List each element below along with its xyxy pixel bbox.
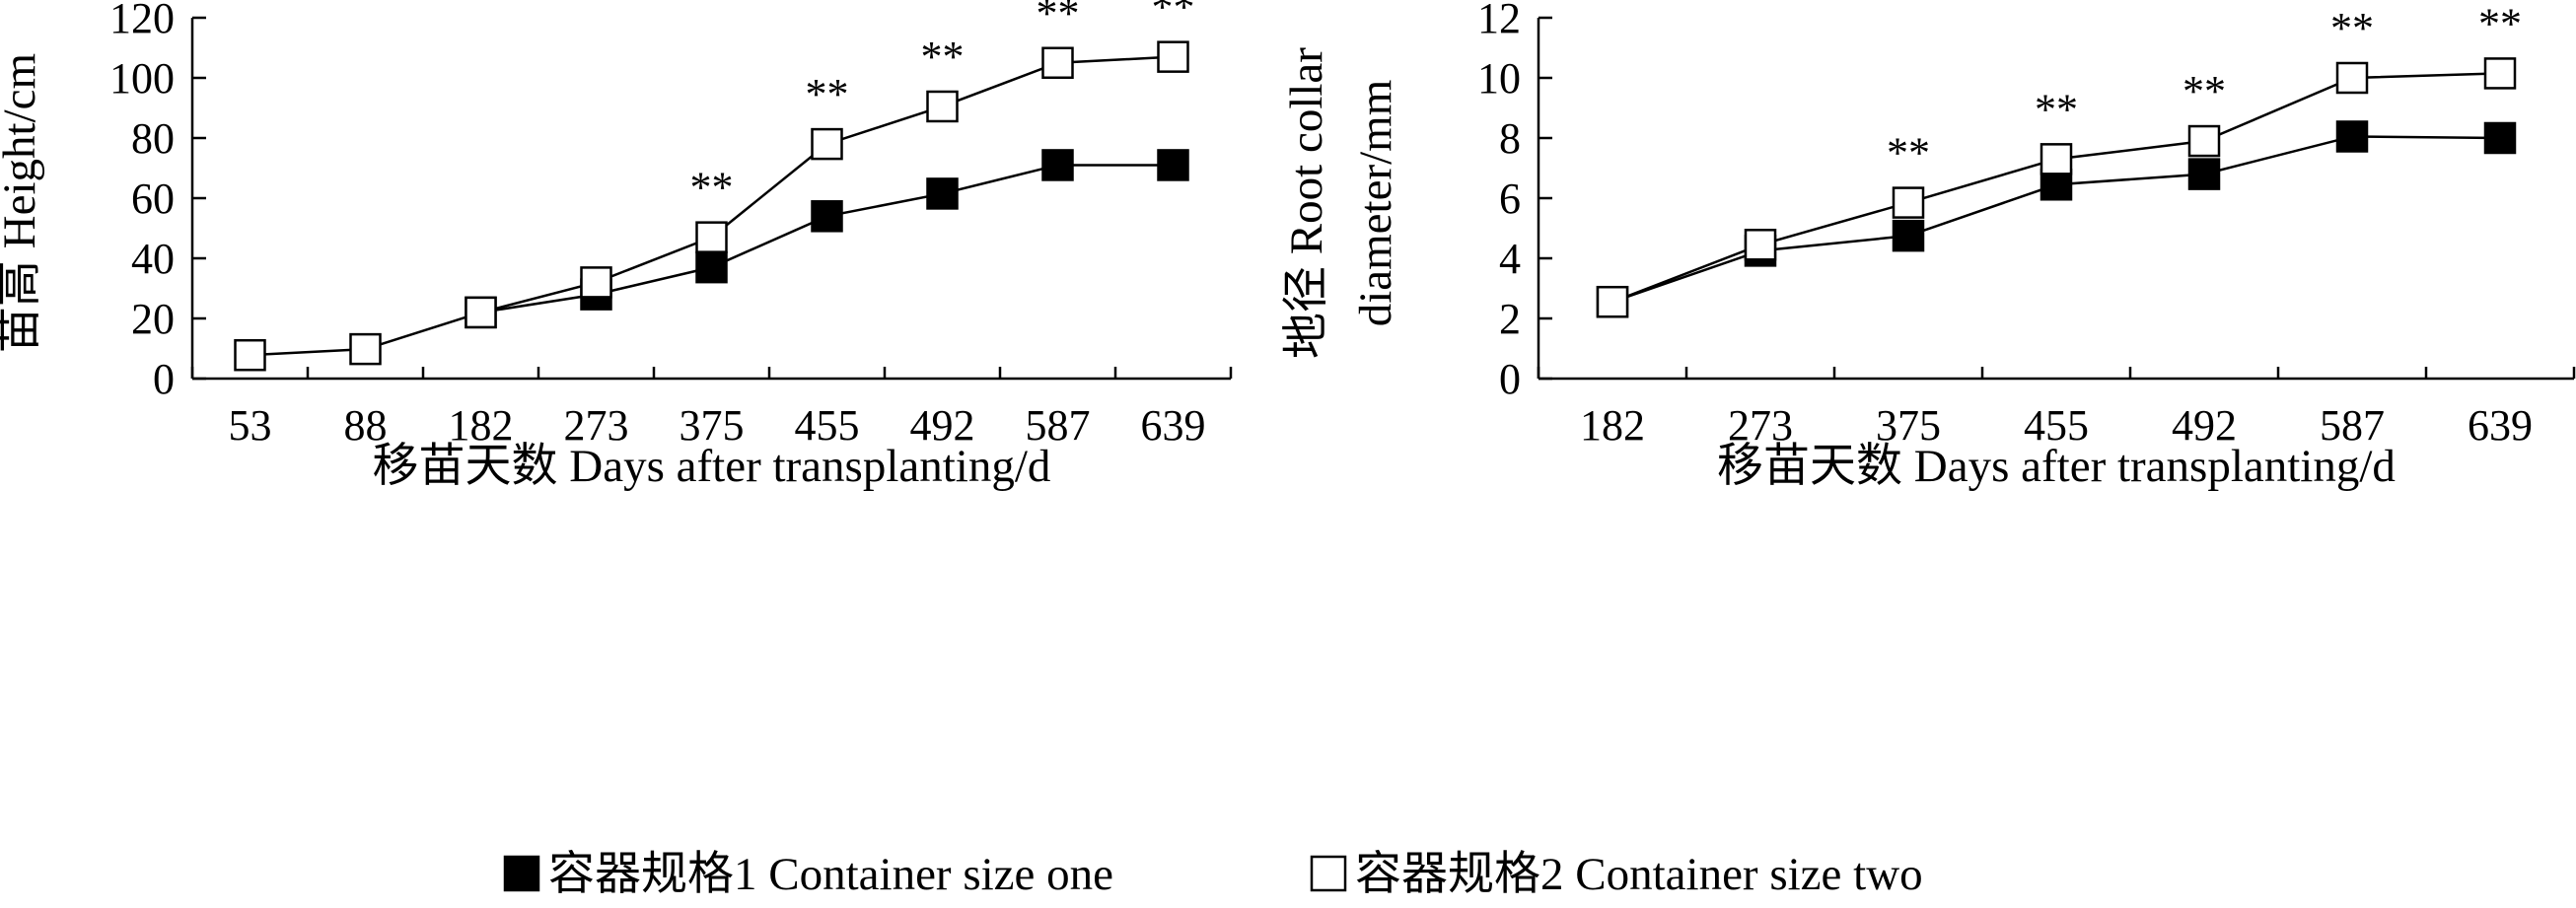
legend-label: 容器规格2 Container size two bbox=[1355, 849, 1923, 900]
data-point-size-two bbox=[1041, 46, 1074, 79]
x-tick-label: 375 bbox=[1876, 401, 1941, 450]
x-tick-label: 639 bbox=[2468, 401, 2533, 450]
x-tick-label: 587 bbox=[2320, 401, 2385, 450]
significance-mark: ** bbox=[2478, 0, 2522, 47]
x-tick-label: 492 bbox=[2172, 401, 2237, 450]
data-point-size-two bbox=[580, 266, 612, 299]
legend: 容器规格1 Container size one 容器规格2 Container … bbox=[503, 849, 1923, 900]
y-tick-label: 40 bbox=[131, 235, 175, 283]
data-point-size-one bbox=[1157, 149, 1189, 181]
y-tick-label: 60 bbox=[131, 175, 175, 223]
data-point-size-one bbox=[926, 177, 959, 210]
x-tick-label: 587 bbox=[1026, 401, 1091, 450]
significance-mark: ** bbox=[2182, 67, 2226, 115]
x-tick-label: 455 bbox=[795, 401, 860, 450]
significance-mark: ** bbox=[806, 70, 849, 118]
x-tick-label: 273 bbox=[564, 401, 629, 450]
data-point-size-one bbox=[811, 200, 843, 233]
x-tick-label: 273 bbox=[1728, 401, 1793, 450]
data-point-size-one bbox=[2187, 158, 2221, 190]
significance-mark: ** bbox=[1887, 129, 1930, 177]
x-tick-label: 53 bbox=[229, 401, 272, 450]
data-point-size-two bbox=[2187, 124, 2221, 158]
data-point-size-two bbox=[234, 338, 266, 372]
x-tick-label: 88 bbox=[344, 401, 388, 450]
x-axis-title: 移苗天数 Days after transplanting/d bbox=[373, 441, 1051, 492]
y-tick-label: 8 bbox=[1499, 114, 1521, 163]
data-point-size-two bbox=[1596, 285, 1629, 318]
data-point-size-one bbox=[1892, 219, 1925, 252]
data-point-size-one bbox=[2483, 121, 2517, 155]
data-point-size-two bbox=[1892, 186, 1925, 219]
data-point-size-two bbox=[811, 127, 843, 161]
significance-mark: ** bbox=[1152, 0, 1195, 32]
x-axis-title: 移苗天数 Days after transplanting/d bbox=[1717, 441, 2396, 492]
y-tick-label: 80 bbox=[131, 114, 175, 163]
significance-mark: ** bbox=[1037, 0, 1080, 37]
data-point-size-one bbox=[1041, 149, 1074, 181]
data-point-size-one bbox=[2335, 120, 2369, 153]
data-point-size-two bbox=[2335, 61, 2369, 95]
data-point-size-two bbox=[695, 221, 728, 253]
significance-mark: ** bbox=[690, 164, 734, 212]
data-point-size-one bbox=[695, 250, 728, 284]
data-point-size-two bbox=[926, 90, 959, 123]
y-tick-label: 2 bbox=[1499, 295, 1521, 343]
y-tick-label: 10 bbox=[1477, 54, 1521, 103]
legend-label: 容器规格1 Container size one bbox=[548, 849, 1113, 900]
x-tick-label: 182 bbox=[1580, 401, 1645, 450]
y-tick-label: 12 bbox=[1477, 0, 1521, 42]
chart-panel-1: 0 20 40 60 80 100 120 53 88 182 273 375 455 492 587 639… bbox=[0, 0, 1233, 492]
y-tick-label: 20 bbox=[131, 295, 175, 343]
y-axis-title: diameter/mm bbox=[1350, 80, 1401, 327]
data-point-size-two bbox=[349, 332, 382, 366]
legend-marker-open bbox=[1310, 855, 1347, 892]
x-tick-label: 182 bbox=[449, 401, 514, 450]
y-tick-label: 6 bbox=[1499, 175, 1521, 223]
data-point-size-two bbox=[465, 296, 497, 329]
data-point-size-two bbox=[2039, 143, 2073, 175]
data-point-size-two bbox=[2483, 57, 2517, 90]
significance-mark: ** bbox=[2330, 4, 2374, 52]
significance-mark: ** bbox=[2035, 85, 2078, 133]
y-tick-label: 0 bbox=[1499, 355, 1521, 403]
y-axis-title: 地径 Root collar bbox=[1281, 47, 1332, 359]
y-tick-label: 100 bbox=[109, 54, 175, 103]
y-axis-title: 苗高 Height/cm bbox=[0, 53, 45, 353]
x-tick-label: 639 bbox=[1141, 401, 1206, 450]
data-point-size-two bbox=[1157, 40, 1189, 73]
x-tick-label: 375 bbox=[680, 401, 745, 450]
chart-panel-2: 0 2 4 6 8 10 12 182 273 375 455 492 587 639 移苗天数 Days … bbox=[1281, 0, 2576, 492]
data-point-size-two bbox=[1744, 229, 1777, 261]
legend-marker-filled bbox=[503, 855, 540, 892]
y-tick-label: 0 bbox=[153, 355, 175, 403]
y-tick-label: 4 bbox=[1499, 235, 1521, 283]
significance-mark: ** bbox=[921, 33, 965, 81]
y-tick-label: 120 bbox=[109, 0, 175, 42]
x-tick-label: 492 bbox=[910, 401, 975, 450]
x-tick-label: 455 bbox=[2024, 401, 2089, 450]
